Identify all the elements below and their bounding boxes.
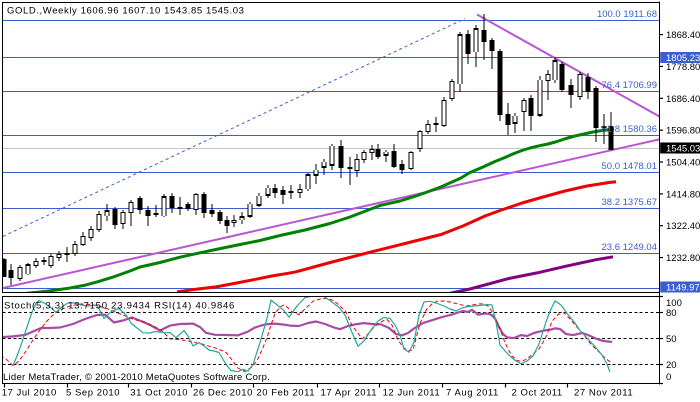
svg-text:1596.80: 1596.80 — [666, 126, 700, 137]
svg-text:50: 50 — [666, 334, 677, 345]
svg-text:38.2 1375.67: 38.2 1375.67 — [602, 197, 657, 208]
svg-text:1232.80: 1232.80 — [666, 253, 700, 264]
svg-text:27 Nov 2011: 27 Nov 2011 — [574, 387, 633, 398]
svg-text:1686.40: 1686.40 — [666, 94, 700, 105]
svg-text:61.8 1580.36: 61.8 1580.36 — [602, 124, 657, 135]
svg-text:0: 0 — [666, 372, 671, 383]
svg-text:23.6 1249.04: 23.6 1249.04 — [602, 242, 657, 253]
svg-text:1805.23: 1805.23 — [666, 53, 700, 64]
svg-text:17 Jul 2010: 17 Jul 2010 — [2, 387, 57, 398]
svg-text:1545.03: 1545.03 — [666, 144, 700, 155]
svg-text:20: 20 — [666, 360, 677, 371]
svg-text:100.0 1911.68: 100.0 1911.68 — [597, 9, 657, 20]
svg-text:31 Oct 2010: 31 Oct 2010 — [130, 387, 188, 398]
svg-text:20 Feb 2011: 20 Feb 2011 — [256, 387, 315, 398]
svg-text:50.0 1478.01: 50.0 1478.01 — [602, 161, 657, 172]
svg-text:1504.40: 1504.40 — [666, 158, 700, 169]
svg-text:1414.80: 1414.80 — [666, 189, 700, 200]
svg-text:1778.80: 1778.80 — [666, 62, 700, 73]
svg-text:80: 80 — [666, 308, 677, 319]
svg-text:1322.40: 1322.40 — [666, 221, 700, 232]
svg-text:100: 100 — [666, 298, 682, 309]
svg-text:1149.97: 1149.97 — [666, 283, 700, 294]
svg-text:2 Oct 2011: 2 Oct 2011 — [512, 387, 563, 398]
svg-text:12 Jun 2011: 12 Jun 2011 — [383, 387, 441, 398]
svg-text:5 Sep 2010: 5 Sep 2010 — [66, 387, 120, 398]
svg-text:26 Dec 2010: 26 Dec 2010 — [193, 387, 253, 398]
svg-text:Lider MetaTrader, © 2001-2010: Lider MetaTrader, © 2001-2010 MetaQuotes… — [3, 372, 270, 383]
svg-text:7 Aug 2011: 7 Aug 2011 — [446, 387, 499, 398]
svg-text:Stoch(5,3,3) 13.7150 23.9434: Stoch(5,3,3) 13.7150 23.9434 RSI(14) 40.… — [4, 301, 235, 312]
svg-text:76.4 1706.99: 76.4 1706.99 — [602, 80, 657, 91]
svg-text:1868.40: 1868.40 — [666, 30, 700, 41]
svg-text:17 Apr 2011: 17 Apr 2011 — [321, 387, 378, 398]
svg-text:GOLD.,Weekly 1606.96 1607.10: GOLD.,Weekly 1606.96 1607.10 1543.85 154… — [7, 5, 245, 16]
